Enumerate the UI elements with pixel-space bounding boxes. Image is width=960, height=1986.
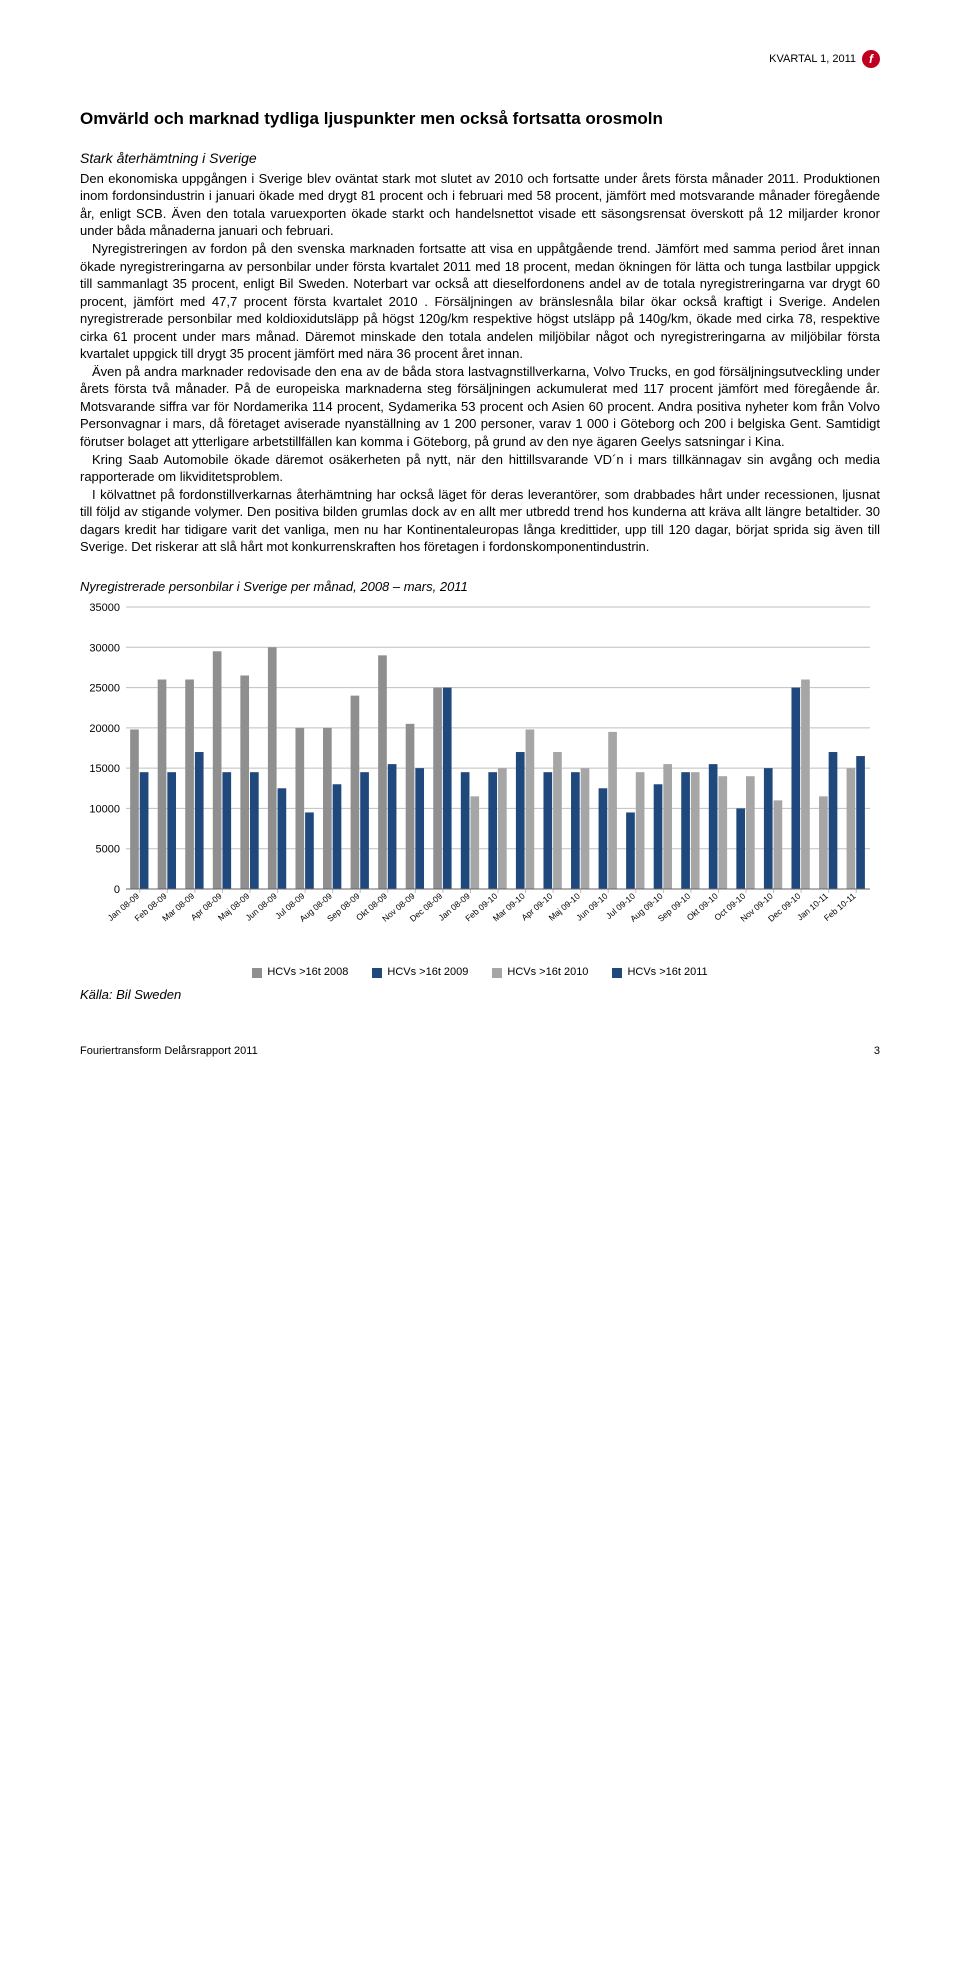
page-title: Omvärld och marknad tydliga ljuspunkter …	[80, 108, 880, 131]
legend-swatch	[492, 968, 502, 978]
chart-legend: HCVs >16t 2008 HCVs >16t 2009 HCVs >16t 20…	[80, 965, 880, 980]
registrations-chart: 05000100001500020000250003000035000Jan 0…	[80, 599, 880, 980]
legend-item: HCVs >16t 2011	[612, 965, 707, 980]
svg-text:10000: 10000	[89, 804, 120, 816]
paragraph: Den ekonomiska uppgången i Sverige blev …	[80, 170, 880, 240]
svg-text:0: 0	[114, 884, 120, 896]
svg-text:35000: 35000	[89, 602, 120, 614]
paragraph: Även på andra marknader redovisade den e…	[80, 363, 880, 451]
legend-item: HCVs >16t 2008	[252, 965, 348, 980]
footer-left: Fouriertransform Delårsrapport 2011	[80, 1044, 258, 1059]
chart-caption: Nyregistrerade personbilar i Sverige per…	[80, 578, 880, 596]
svg-text:15000: 15000	[89, 764, 120, 776]
legend-label: HCVs >16t 2010	[507, 965, 588, 980]
paragraph: I kölvattnet på fordonstillverkarnas åte…	[80, 486, 880, 556]
legend-item: HCVs >16t 2009	[372, 965, 468, 980]
logo-icon: f	[862, 50, 880, 68]
legend-swatch	[612, 968, 622, 978]
legend-item: HCVs >16t 2010	[492, 965, 588, 980]
legend-label: HCVs >16t 2011	[627, 965, 707, 980]
legend-label: HCVs >16t 2009	[387, 965, 468, 980]
paragraph: Kring Saab Automobile ökade däremot osäk…	[80, 451, 880, 486]
bar-chart-svg: 05000100001500020000250003000035000Jan 0…	[80, 599, 880, 959]
chart-source: Källa: Bil Sweden	[80, 986, 880, 1004]
section-subtitle: Stark återhämtning i Sverige	[80, 149, 880, 168]
svg-text:30000: 30000	[89, 643, 120, 655]
legend-swatch	[372, 968, 382, 978]
footer-page-number: 3	[874, 1044, 880, 1059]
paragraph: Nyregistreringen av fordon på den svensk…	[80, 240, 880, 363]
svg-text:25000: 25000	[89, 683, 120, 695]
header-label: KVARTAL 1, 2011	[769, 52, 856, 67]
page-footer: Fouriertransform Delårsrapport 2011 3	[80, 1044, 880, 1059]
legend-label: HCVs >16t 2008	[267, 965, 348, 980]
svg-text:5000: 5000	[96, 844, 120, 856]
article-body: Den ekonomiska uppgången i Sverige blev …	[80, 170, 880, 556]
svg-text:20000: 20000	[89, 723, 120, 735]
page-header: KVARTAL 1, 2011 f	[80, 50, 880, 68]
legend-swatch	[252, 968, 262, 978]
